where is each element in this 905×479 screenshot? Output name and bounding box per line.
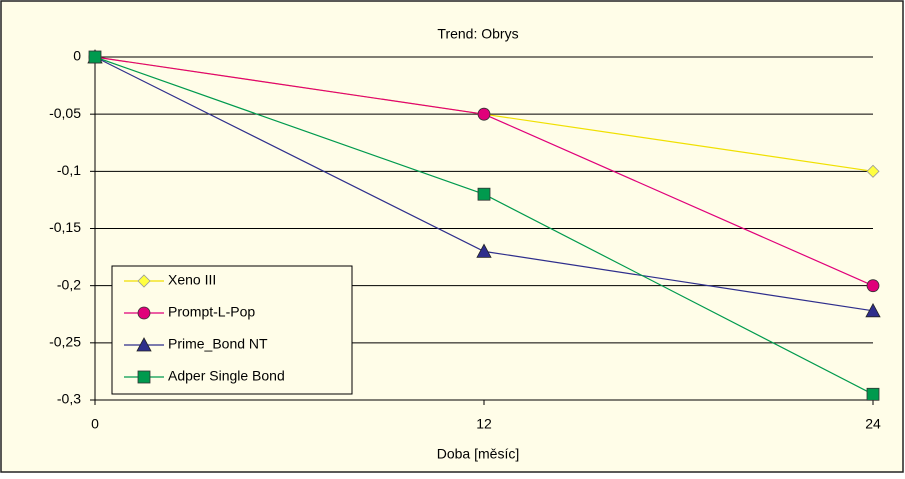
x-axis-label: Doba [měsíc] — [437, 446, 519, 462]
x-tick-label: 0 — [91, 416, 99, 432]
legend-label: Prime_Bond NT — [168, 336, 268, 352]
legend-marker — [136, 337, 152, 352]
legend-marker — [137, 370, 151, 384]
y-tick-label: -0,05 — [49, 105, 81, 121]
marker — [866, 164, 880, 178]
marker — [866, 387, 880, 401]
x-tick-label: 24 — [865, 416, 881, 432]
marker — [865, 302, 881, 318]
y-tick-label: 0 — [73, 48, 81, 64]
marker — [476, 243, 492, 258]
marker — [477, 187, 491, 201]
legend-label: Xeno III — [168, 272, 216, 288]
legend-marker — [137, 274, 151, 288]
marker — [88, 50, 102, 64]
y-tick-label: -0,1 — [57, 162, 81, 178]
marker — [866, 279, 880, 293]
y-tick-label: -0,15 — [49, 219, 81, 235]
legend-box — [111, 265, 353, 395]
x-tick-label: 12 — [476, 416, 492, 432]
marker — [477, 107, 491, 121]
y-tick-label: -0,2 — [57, 276, 81, 292]
legend-label: Adper Single Bond — [168, 368, 285, 384]
y-tick-label: -0,25 — [49, 334, 81, 350]
y-tick-label: -0,3 — [57, 391, 81, 407]
legend-marker — [137, 306, 151, 320]
legend-label: Prompt-L-Pop — [168, 304, 255, 320]
chart-title: Trend: Obrys — [437, 26, 518, 42]
